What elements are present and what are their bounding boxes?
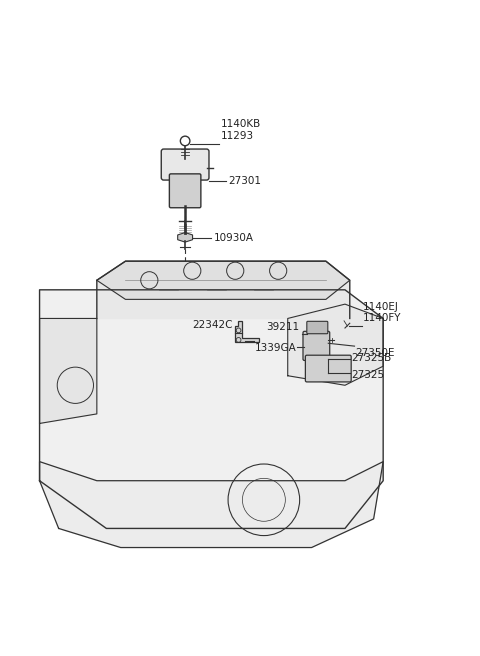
Polygon shape: [178, 233, 192, 242]
Text: 10930A: 10930A: [214, 234, 254, 243]
Text: 1339GA: 1339GA: [255, 343, 297, 354]
Text: 27301: 27301: [228, 176, 261, 186]
Text: 1140EJ
1140FY: 1140EJ 1140FY: [363, 302, 402, 323]
FancyBboxPatch shape: [161, 149, 209, 180]
Polygon shape: [235, 321, 259, 342]
Text: 27325B: 27325B: [351, 352, 392, 363]
FancyBboxPatch shape: [169, 174, 201, 208]
Text: 1140KB
11293: 1140KB 11293: [221, 119, 261, 141]
Text: 39211: 39211: [266, 322, 300, 332]
Text: 27350E: 27350E: [356, 348, 395, 358]
FancyBboxPatch shape: [307, 321, 328, 334]
Polygon shape: [39, 462, 383, 548]
Polygon shape: [39, 290, 383, 529]
Polygon shape: [97, 261, 350, 299]
Text: 22342C: 22342C: [192, 320, 233, 331]
Text: 27325: 27325: [351, 370, 384, 380]
Polygon shape: [39, 318, 97, 423]
FancyBboxPatch shape: [305, 355, 351, 382]
Polygon shape: [288, 304, 383, 385]
Polygon shape: [97, 261, 350, 318]
FancyBboxPatch shape: [303, 331, 330, 360]
